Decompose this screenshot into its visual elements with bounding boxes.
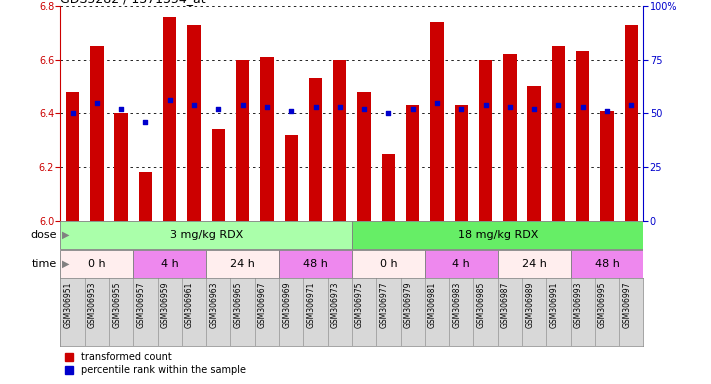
Bar — [206, 250, 279, 278]
Bar — [139, 172, 152, 221]
Bar — [188, 25, 201, 221]
Text: 18 mg/kg RDX: 18 mg/kg RDX — [457, 230, 538, 240]
Text: GSM306973: GSM306973 — [331, 282, 340, 328]
Text: GSM306977: GSM306977 — [380, 282, 388, 328]
Point — [310, 104, 321, 110]
Text: 24 h: 24 h — [522, 259, 547, 269]
Point — [626, 102, 637, 108]
Point — [528, 106, 540, 112]
Bar — [552, 46, 565, 221]
Point — [552, 102, 564, 108]
Point — [237, 102, 248, 108]
Point — [456, 106, 467, 112]
Text: GSM306957: GSM306957 — [137, 282, 146, 328]
Text: dose: dose — [31, 230, 57, 240]
Point — [164, 97, 176, 103]
Bar — [430, 22, 444, 221]
Point — [504, 104, 515, 110]
Bar — [212, 129, 225, 221]
Bar — [498, 250, 570, 278]
Bar — [284, 135, 298, 221]
Text: GSM306963: GSM306963 — [209, 282, 218, 328]
Bar — [479, 60, 492, 221]
Point — [480, 102, 491, 108]
Text: GSM306997: GSM306997 — [622, 282, 631, 328]
Text: 24 h: 24 h — [230, 259, 255, 269]
Bar — [66, 92, 79, 221]
Bar — [90, 46, 104, 221]
Text: GSM306951: GSM306951 — [63, 282, 73, 328]
Text: GSM306959: GSM306959 — [161, 282, 170, 328]
Bar — [163, 17, 176, 221]
Text: GSM306953: GSM306953 — [88, 282, 97, 328]
Bar — [382, 154, 395, 221]
Point — [602, 108, 613, 114]
Point — [286, 108, 297, 114]
Bar — [279, 250, 352, 278]
Text: GSM306993: GSM306993 — [574, 282, 583, 328]
Text: GDS5282 / 1371354_at: GDS5282 / 1371354_at — [60, 0, 206, 5]
Point — [407, 106, 418, 112]
Point — [358, 106, 370, 112]
Text: time: time — [31, 259, 57, 269]
Bar — [333, 60, 346, 221]
Bar — [570, 250, 643, 278]
Text: GSM306979: GSM306979 — [404, 282, 412, 328]
Bar — [576, 51, 589, 221]
Point — [577, 104, 589, 110]
Text: GSM306969: GSM306969 — [282, 282, 292, 328]
Bar — [406, 105, 419, 221]
Text: 4 h: 4 h — [452, 259, 470, 269]
Bar — [236, 60, 250, 221]
Bar — [425, 250, 498, 278]
Bar — [352, 250, 425, 278]
Point — [261, 104, 272, 110]
Text: ▶: ▶ — [62, 259, 70, 269]
Point — [188, 102, 200, 108]
Bar — [528, 86, 541, 221]
Point — [91, 99, 102, 106]
Bar — [60, 222, 352, 249]
Bar — [600, 111, 614, 221]
Text: 3 mg/kg RDX: 3 mg/kg RDX — [169, 230, 243, 240]
Text: GSM306961: GSM306961 — [185, 282, 194, 328]
Text: GSM306955: GSM306955 — [112, 282, 121, 328]
Bar — [358, 92, 370, 221]
Bar — [309, 78, 322, 221]
Text: GSM306985: GSM306985 — [476, 282, 486, 328]
Point — [334, 104, 346, 110]
Bar — [625, 25, 638, 221]
Text: GSM306987: GSM306987 — [501, 282, 510, 328]
Text: GSM306983: GSM306983 — [452, 282, 461, 328]
Point — [140, 119, 151, 125]
Point — [432, 99, 443, 106]
Bar — [60, 250, 134, 278]
Point — [383, 110, 394, 116]
Point — [67, 110, 78, 116]
Text: 0 h: 0 h — [88, 259, 106, 269]
Text: 0 h: 0 h — [380, 259, 397, 269]
Text: GSM306975: GSM306975 — [355, 282, 364, 328]
Text: GSM306965: GSM306965 — [234, 282, 242, 328]
Bar — [352, 222, 643, 249]
Bar — [454, 105, 468, 221]
Bar — [503, 54, 516, 221]
Text: GSM306989: GSM306989 — [525, 282, 534, 328]
Text: GSM306991: GSM306991 — [550, 282, 558, 328]
Text: GSM306995: GSM306995 — [598, 282, 607, 328]
Text: 48 h: 48 h — [594, 259, 619, 269]
Bar — [114, 113, 128, 221]
Text: 48 h: 48 h — [303, 259, 328, 269]
Bar — [260, 57, 274, 221]
Point — [115, 106, 127, 112]
Text: GSM306971: GSM306971 — [306, 282, 316, 328]
Text: ▶: ▶ — [62, 230, 70, 240]
Text: GSM306967: GSM306967 — [258, 282, 267, 328]
Text: 4 h: 4 h — [161, 259, 178, 269]
Bar — [134, 250, 206, 278]
Point — [213, 106, 224, 112]
Legend: transformed count, percentile rank within the sample: transformed count, percentile rank withi… — [65, 353, 246, 375]
Text: GSM306981: GSM306981 — [428, 282, 437, 328]
